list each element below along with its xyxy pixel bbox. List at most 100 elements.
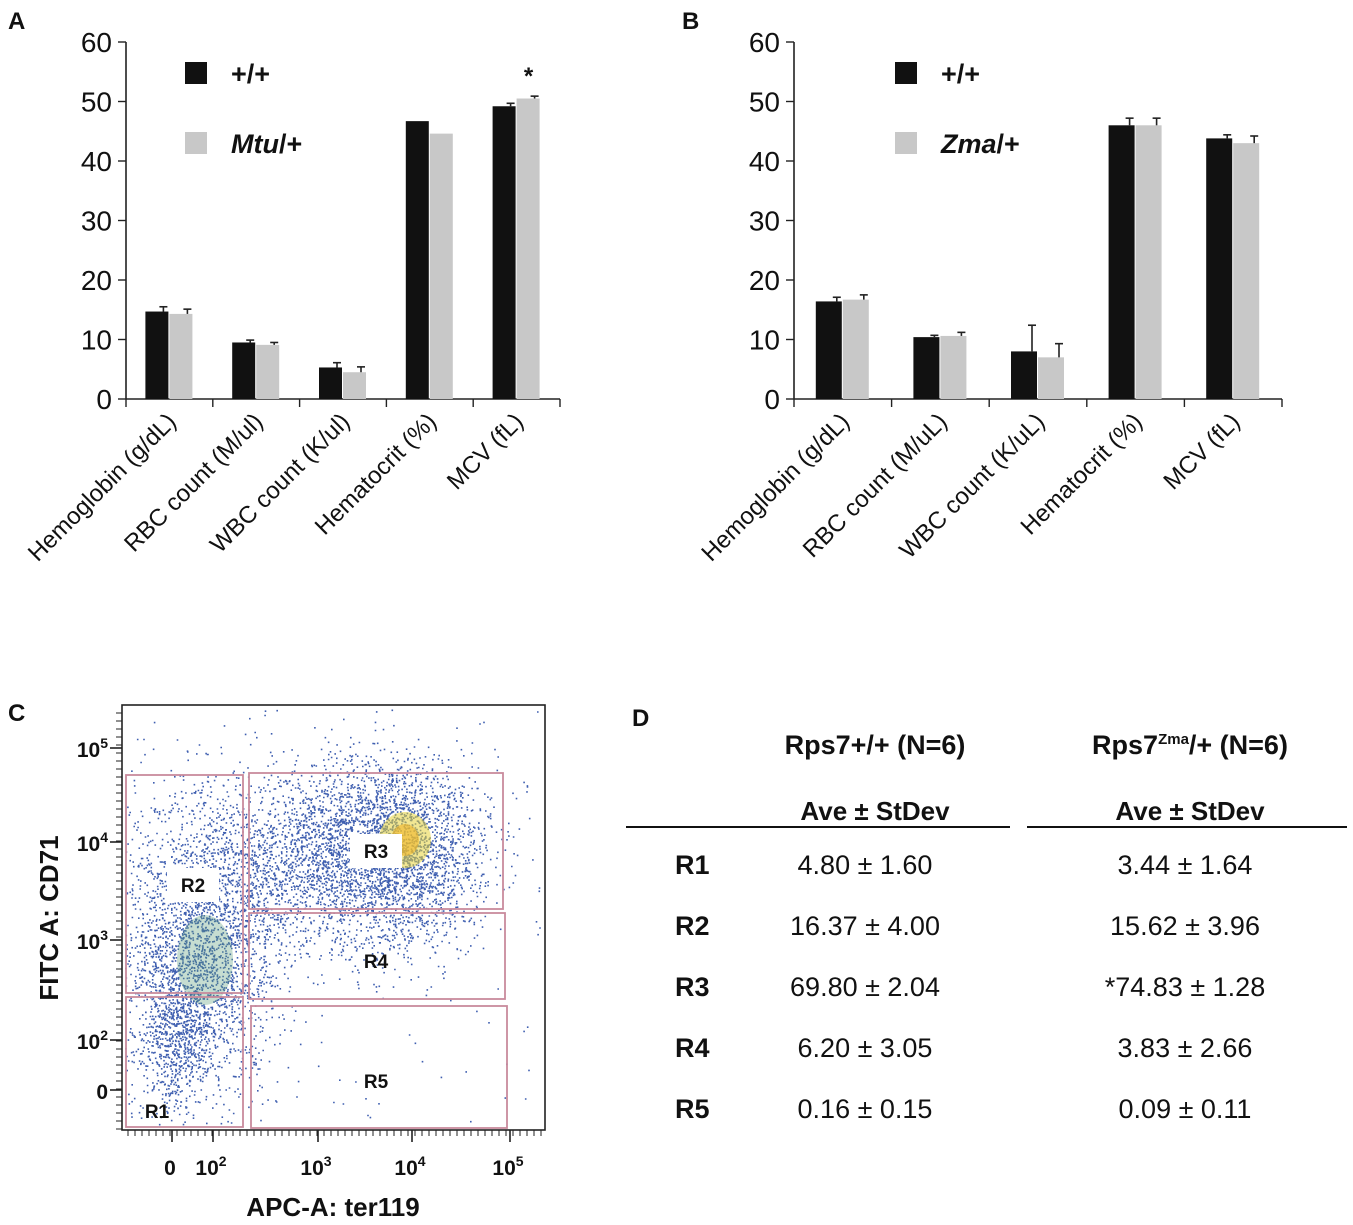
panel-b-y-tick-label: 40 [749, 146, 780, 177]
panel-c-gate-label-bg [167, 868, 219, 902]
table-rule-left [626, 826, 1010, 828]
table-rule-right [1027, 826, 1347, 828]
panel-b-bar-wt [913, 337, 940, 399]
panel-c-y-tick-label: 104 [77, 829, 108, 856]
panel-c-y-tick-label: 102 [77, 1027, 108, 1054]
panel-a-bar-mut [343, 372, 366, 399]
panel-b-y-tick-label: 0 [764, 384, 780, 415]
panel-b-bar-wt [1011, 351, 1037, 399]
panel-c-y-tick-label: 105 [77, 735, 108, 762]
panel-b-bar-wt [815, 301, 842, 399]
panel-b-bar-wt [1206, 138, 1233, 399]
panel-c-y-axis-label: FITC A: CD71 [34, 835, 64, 1000]
table-row-label: R2 [675, 911, 710, 941]
table-cell-wildtype: 69.80 ± 2.04 [790, 972, 940, 1002]
panel-a-y-tick-label: 0 [96, 384, 112, 415]
panel-b-category-label: MCV (fL) [1158, 408, 1245, 495]
table-col2-header-post: /+ (N=6) [1188, 730, 1288, 760]
panel-letter-b: B [682, 8, 700, 35]
panel-letter-a: A [8, 8, 26, 35]
panel-letter-d: D [632, 705, 650, 732]
panel-c-x-tick-label: 105 [492, 1153, 523, 1180]
panel-b-y-tick-label: 10 [749, 325, 780, 356]
table-cell-mutant: 0.09 ± 0.11 [1118, 1094, 1252, 1124]
table-cell-mutant: 15.62 ± 3.96 [1110, 911, 1260, 941]
table-row-label: R3 [675, 972, 710, 1002]
panel-a-bar-mut [169, 313, 193, 399]
panel-a-bar-wt [319, 367, 342, 399]
panel-c-gate-label: R4 [364, 952, 389, 973]
panel-c-x-tick-label-exponent: 3 [324, 1153, 332, 1169]
panel-c-x-axis-label: APC-A: ter119 [246, 1192, 419, 1222]
panel-c-density-dense [177, 915, 233, 1005]
panel-a-y-tick-label: 50 [81, 87, 112, 118]
panel-c-y-tick-label-base: 10 [77, 833, 100, 856]
panel-c-gate-label: R5 [364, 1072, 389, 1093]
panel-a-category-label: Hemoglobin (g/dL) [23, 408, 182, 567]
panel-a-y-tick-label: 60 [81, 27, 112, 58]
table-row-label: R4 [675, 1033, 710, 1063]
panel-letter-c: C [8, 700, 26, 727]
panel-a-legend-label: Mtu/+ [231, 129, 302, 159]
panel-b-legend-label-italic: Zma [940, 129, 997, 159]
panel-a-y-tick-label: 40 [81, 146, 112, 177]
panel-c-y-tick-label-base: 10 [77, 1031, 100, 1054]
panel-c-x-tick-label-base: 10 [300, 1157, 323, 1180]
table-cell-mutant: 3.83 ± 2.66 [1117, 1033, 1253, 1063]
table-cell-wildtype: 6.20 ± 3.05 [797, 1033, 933, 1063]
panel-b-bar-mut [940, 335, 967, 399]
panel-b-legend-swatch [895, 132, 917, 154]
panel-c-y-tick-label: 0 [96, 1081, 108, 1104]
panel-c-gate-r3 [248, 772, 504, 910]
panel-c-x-tick-label: 0 [164, 1157, 176, 1180]
panel-a-legend-swatch [185, 62, 207, 84]
panel-a-bar-wt [405, 121, 429, 399]
panel-c-y-tick-label-exponent: 2 [100, 1027, 108, 1043]
table-row-label: R1 [675, 850, 710, 880]
table-cell-wildtype: 4.80 ± 1.60 [797, 850, 933, 880]
panel-a-legend-label-text: /+ [279, 129, 302, 159]
panel-a-bar-wt [492, 106, 516, 399]
panel-c-minor-ticks [116, 712, 542, 1136]
panel-b-y-tick-label: 30 [749, 206, 780, 237]
table-col1-header: Rps7+/+ (N=6) [784, 730, 966, 760]
panel-c-gate-r2 [125, 774, 244, 994]
summary-table: Rps7+/+ (N=6) Rps7Zma/+ (N=6) Ave ± StDe… [620, 700, 1353, 1180]
panel-b-y-tick-label: 50 [749, 87, 780, 118]
panel-c-y-tick-label-base: 10 [77, 739, 100, 762]
panel-c-gate-r1 [125, 996, 244, 1128]
table-row-label: R5 [675, 1094, 710, 1124]
table-cell-mutant: 3.44 ± 1.64 [1117, 850, 1253, 880]
panel-b-bar-mut [1135, 125, 1162, 400]
panel-a-y-tick-label: 30 [81, 206, 112, 237]
panel-c-x-tick-label-base: 10 [195, 1157, 218, 1180]
panel-a-legend-label: +/+ [231, 59, 270, 89]
panel-c-x-tick-label: 104 [394, 1153, 425, 1180]
panel-c-x-tick-label-base: 10 [492, 1157, 515, 1180]
panel-c-x-tick-label: 102 [195, 1153, 226, 1180]
panel-a-legend-swatch [185, 132, 207, 154]
panel-b-legend-label: Zma/+ [940, 129, 1020, 159]
panel-c-x-tick-label: 103 [300, 1153, 331, 1180]
panel-c-y-tick-label-exponent: 3 [100, 927, 108, 943]
panel-a-y-tick-label: 20 [81, 265, 112, 296]
table-col2-header-sup: Zma [1158, 731, 1189, 748]
panel-c-y-tick-label: 103 [77, 927, 108, 954]
panel-c-y-tick-label-base: 10 [77, 931, 100, 954]
panel-c-gate-label: R1 [145, 1102, 170, 1123]
panel-b-legend-label-text: +/+ [941, 59, 980, 89]
panel-c-gate-label: R2 [181, 876, 205, 897]
panel-c-x-tick-label-base: 10 [394, 1157, 417, 1180]
panel-c-x-tick-label-base: 0 [164, 1157, 176, 1180]
panel-a-legend-label-italic: Mtu [231, 129, 279, 159]
panel-a-bar-mut [516, 98, 540, 400]
panel-a-bar-wt [145, 311, 169, 399]
panel-b-legend-label-text: /+ [997, 129, 1020, 159]
table-col2-header-pre: Rps7 [1092, 730, 1159, 760]
panel-c-y-tick-label-exponent: 5 [100, 735, 108, 751]
table-col1-subheader: Ave ± StDev [800, 796, 950, 826]
